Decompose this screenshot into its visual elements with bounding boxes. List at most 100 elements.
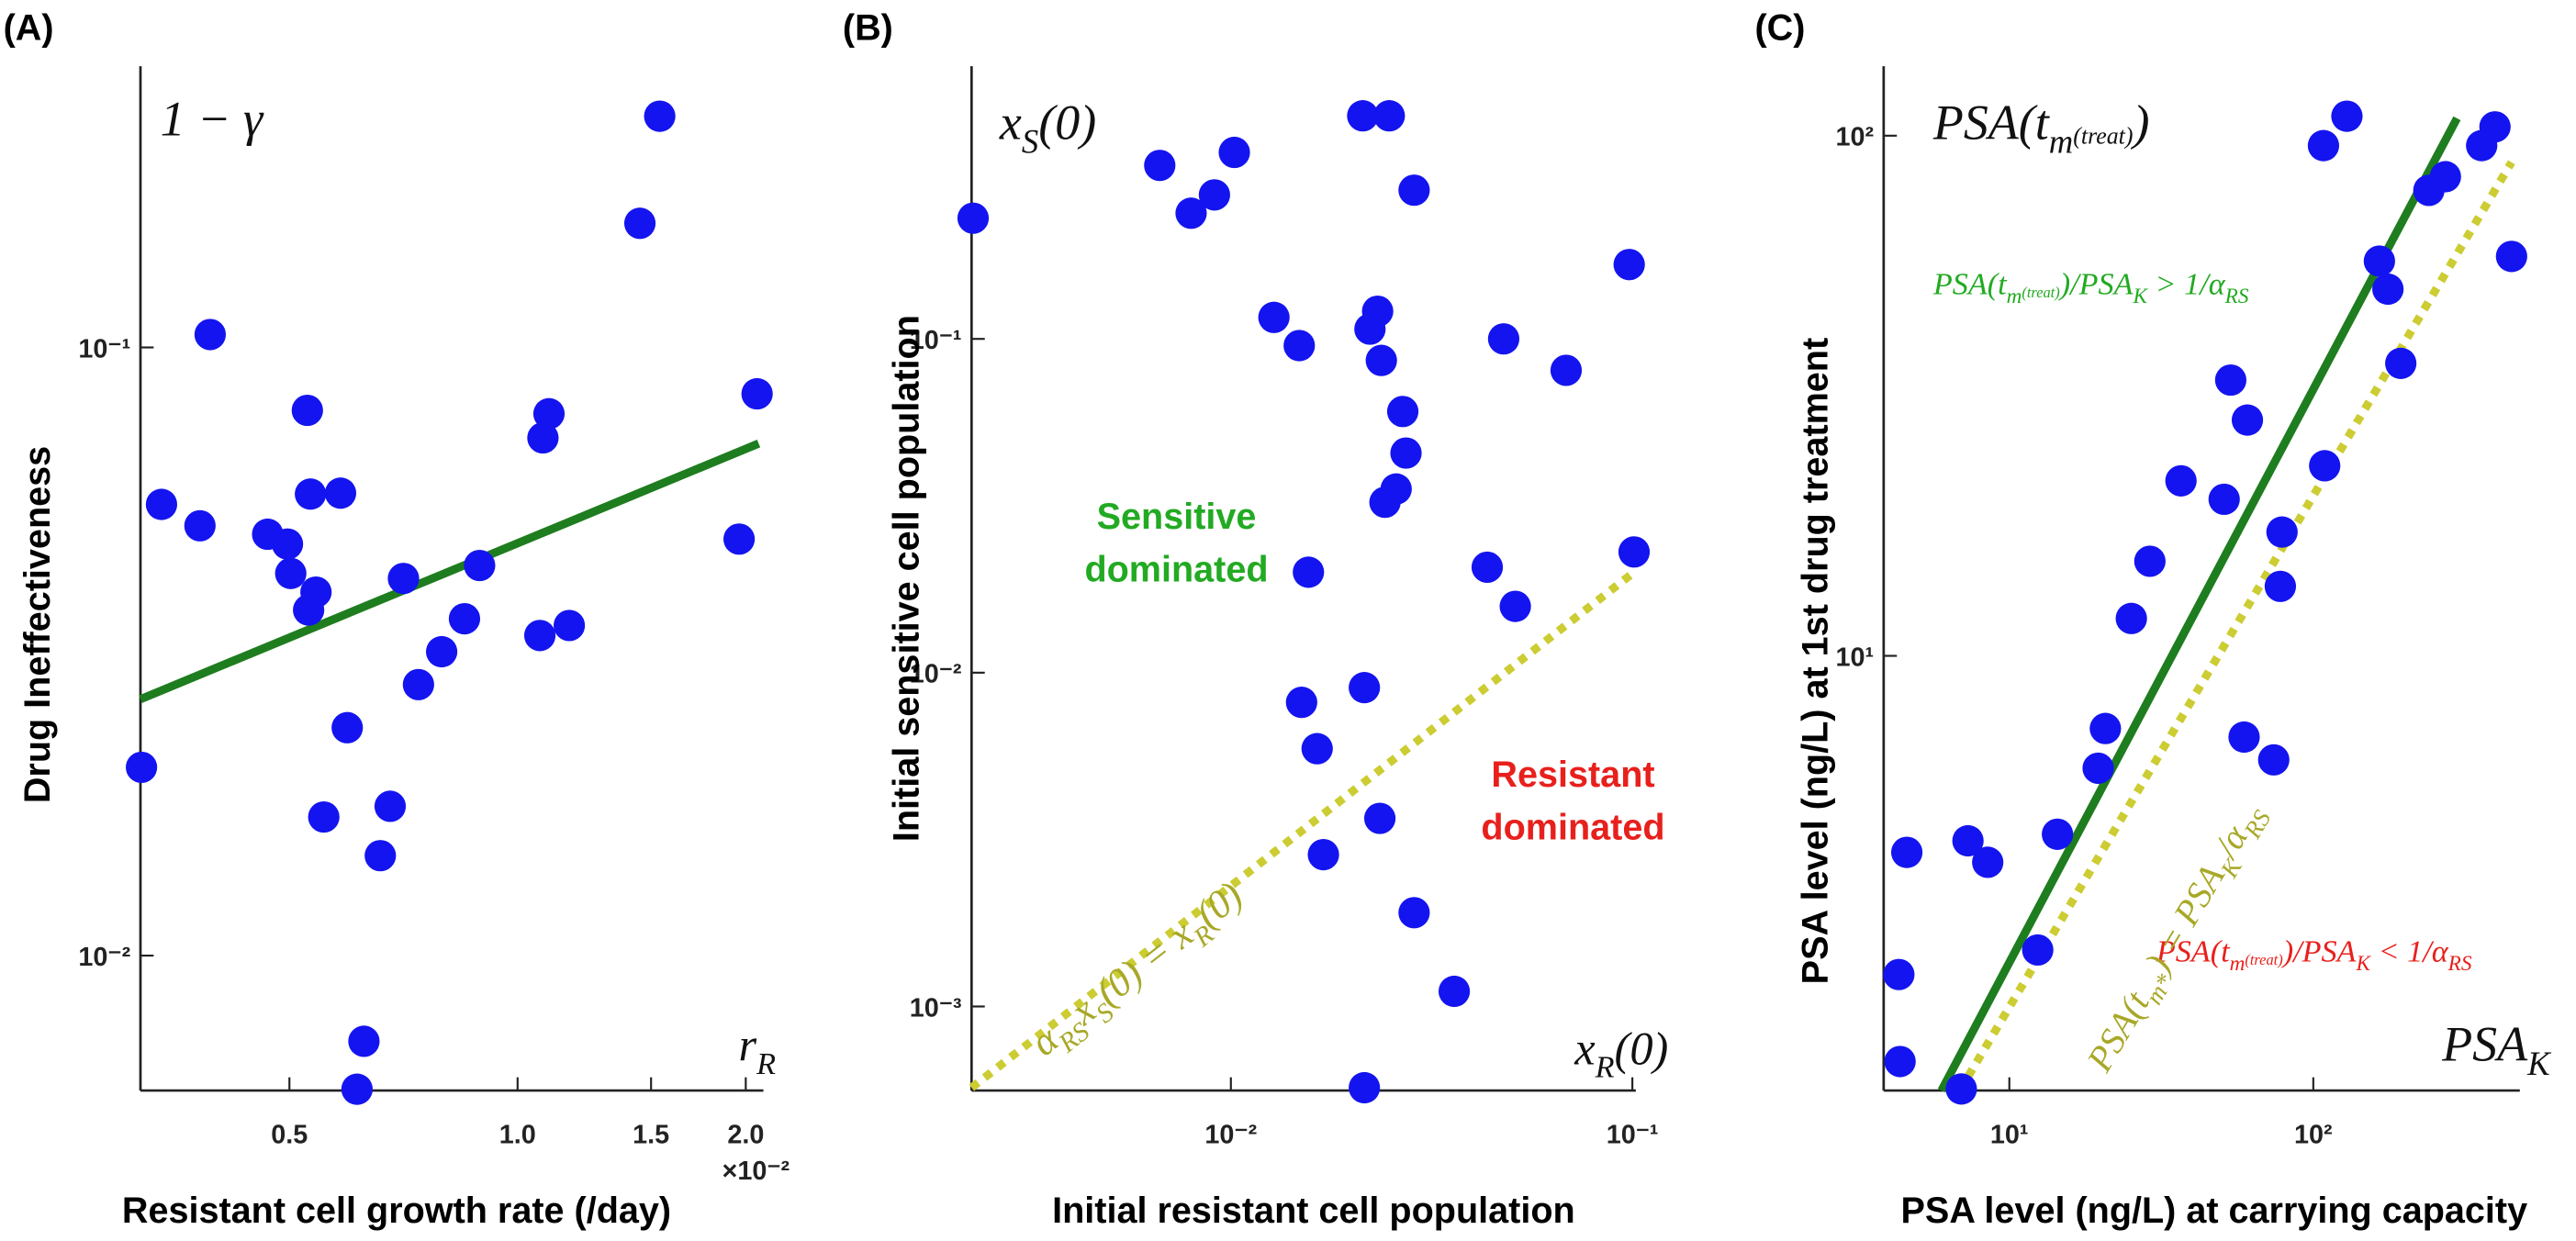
data-point	[2264, 570, 2297, 602]
math-part: )	[2131, 95, 2150, 150]
data-point	[957, 202, 990, 234]
region-label: dominated	[1481, 807, 1664, 847]
data-point	[464, 549, 496, 582]
data-point	[2089, 712, 2122, 744]
data-point	[1883, 958, 1915, 990]
data-point	[295, 478, 327, 510]
data-point	[2495, 240, 2527, 273]
data-point	[387, 563, 420, 595]
x-tick-label: 0.5	[271, 1121, 308, 1150]
y-tick-label: 10¹	[1835, 643, 1874, 672]
x-axis-label: PSA level (ng/L) at carrying capacity	[1901, 1191, 2528, 1231]
data-point	[1373, 100, 1406, 132]
data-point	[2228, 721, 2260, 754]
data-point	[2363, 245, 2395, 277]
data-point	[644, 100, 676, 132]
y-axis-label: Drug Ineffectiveness	[17, 446, 58, 803]
fit-line	[1937, 116, 2461, 1093]
data-point	[308, 800, 340, 833]
math-part: > 1/α	[2147, 268, 2226, 302]
region-label: dominated	[1084, 550, 1268, 590]
threshold-line	[1955, 160, 2515, 1093]
math-annotation: xR(0)	[1574, 1023, 1668, 1084]
data-point	[2331, 100, 2363, 132]
math-part: m	[2230, 952, 2246, 976]
math-part: PSA(t	[1932, 95, 2051, 150]
x-axis-label: Resistant cell growth rate (/day)	[122, 1191, 671, 1231]
y-tick-label: 10⁻³	[910, 993, 962, 1023]
math-part: x	[999, 95, 1022, 150]
data-point	[2165, 464, 2197, 497]
data-point	[1945, 1073, 1977, 1105]
data-point	[1365, 344, 1397, 376]
data-point	[184, 509, 216, 542]
y-tick-label: 10⁻²	[910, 660, 962, 689]
data-point	[1369, 486, 1401, 519]
data-point	[2266, 516, 2298, 548]
data-point	[2082, 752, 2114, 785]
data-point	[1398, 174, 1430, 207]
data-point	[374, 790, 407, 822]
math-part: )/PSA	[2058, 268, 2134, 302]
data-point	[2134, 545, 2166, 577]
data-point	[1952, 824, 1984, 857]
y-tick-label: 10²	[1835, 123, 1874, 152]
math-part: )/PSA	[2281, 935, 2357, 969]
region-label: Sensitive	[1097, 497, 1257, 537]
math-annotation: 1 − γ	[161, 92, 264, 147]
data-point	[1258, 301, 1290, 333]
data-point	[145, 488, 178, 520]
data-point	[1283, 330, 1316, 362]
data-point	[2479, 111, 2511, 143]
data-point	[341, 1073, 374, 1105]
data-point	[1218, 136, 1250, 169]
x-tick-label: 10¹	[1990, 1121, 2029, 1150]
data-point	[1175, 197, 1207, 229]
math-annotation: PSA(tm(treat))/PSAK < 1/αRS	[2156, 935, 2472, 977]
math-part: K	[2132, 285, 2148, 308]
data-point	[1890, 836, 1923, 868]
x-tick-label: 2.0	[727, 1121, 764, 1150]
math-annotation: xS(0)	[999, 95, 1096, 160]
math-part: r	[739, 1020, 757, 1071]
data-point	[2022, 934, 2054, 967]
data-point	[291, 394, 323, 427]
panel-label: (C)	[1754, 7, 1805, 48]
data-point	[364, 840, 397, 872]
math-part: K	[2355, 952, 2371, 976]
math-part: (treat)	[2022, 284, 2059, 301]
data-point	[2385, 347, 2417, 379]
y-axis-label: PSA level (ng/L) at 1st drug treatment	[1796, 338, 1836, 984]
math-annotation: PSA(tm*) = PSAK/αRS	[2078, 795, 2276, 1083]
math-part: 1 − γ	[161, 92, 264, 147]
data-point	[2372, 273, 2404, 306]
data-point	[2115, 602, 2147, 634]
x-tick-label: 1.0	[499, 1121, 536, 1150]
data-point	[1386, 396, 1419, 428]
data-point	[194, 319, 227, 351]
data-point	[1363, 802, 1396, 834]
x-tick-label: 10⁻¹	[1607, 1121, 1659, 1150]
data-point	[300, 576, 332, 609]
math-part: RS	[2224, 285, 2249, 308]
x-multiplier: ×10⁻²	[722, 1157, 790, 1186]
x-axis-label: Initial resistant cell population	[1052, 1191, 1575, 1231]
math-part: R	[756, 1046, 776, 1081]
data-point	[402, 668, 434, 700]
data-point	[1438, 975, 1471, 1008]
fit-line	[139, 440, 761, 703]
data-point	[2429, 161, 2461, 193]
x-tick-label: 10⁻²	[1204, 1121, 1257, 1150]
data-point	[553, 609, 586, 642]
data-point	[1398, 897, 1430, 929]
data-point	[532, 397, 566, 430]
data-point	[523, 620, 556, 652]
y-axis-label: Initial sensitive cell population	[887, 315, 927, 842]
data-point	[1349, 1071, 1381, 1104]
math-annotation: PSA(tm(treat))	[1932, 95, 2150, 160]
data-point	[1390, 437, 1422, 469]
math-part: x	[1574, 1023, 1595, 1074]
math-part: (0) = x	[1088, 912, 1202, 1014]
panel-label: (A)	[4, 7, 54, 48]
